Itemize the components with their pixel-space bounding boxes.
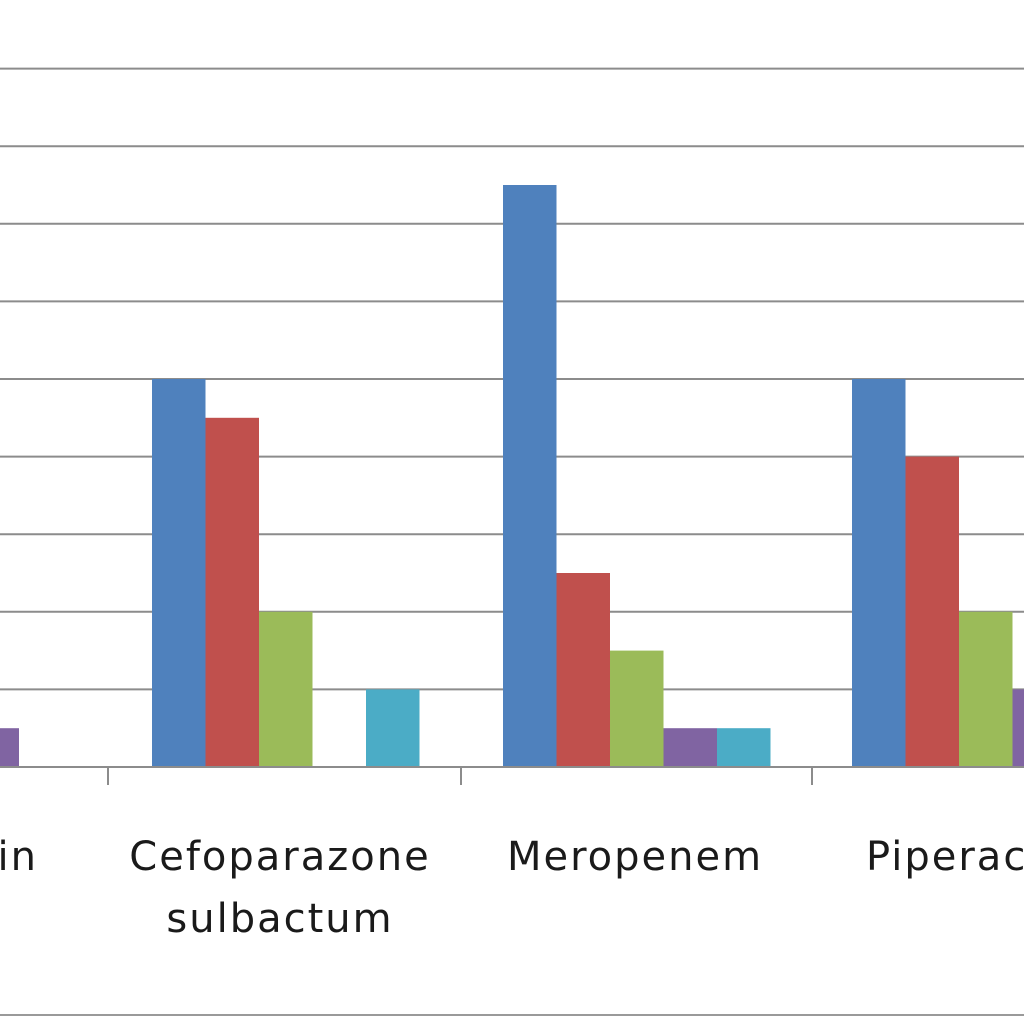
bar-series-5-category-3 xyxy=(717,728,771,767)
x-tick-label: ...in xyxy=(0,834,38,880)
bars xyxy=(0,185,1024,767)
bar-series-1-category-4 xyxy=(852,379,906,767)
bar-series-3-category-3 xyxy=(610,650,664,767)
bar-series-3-category-4 xyxy=(959,611,1013,767)
bar-series-2-category-2 xyxy=(205,417,259,767)
bar-series-4-category-4 xyxy=(1012,689,1024,767)
bar-series-2-category-4 xyxy=(905,456,959,767)
bar-series-5-category-2 xyxy=(366,689,420,767)
bar-series-1-category-3 xyxy=(503,185,557,767)
x-axis xyxy=(0,766,1024,785)
x-tick-label: Cefoparazone sulbactum xyxy=(129,834,430,942)
x-tick-label: Meropenem xyxy=(507,834,763,880)
bar-series-4-category-3 xyxy=(663,728,717,767)
bar-series-2-category-3 xyxy=(556,573,610,767)
bar-series-3-category-2 xyxy=(259,611,313,767)
bar-series-1-category-2 xyxy=(152,379,206,767)
x-tick-label: Piperac... xyxy=(866,834,1024,880)
bar-series-4-category-1 xyxy=(0,728,19,767)
